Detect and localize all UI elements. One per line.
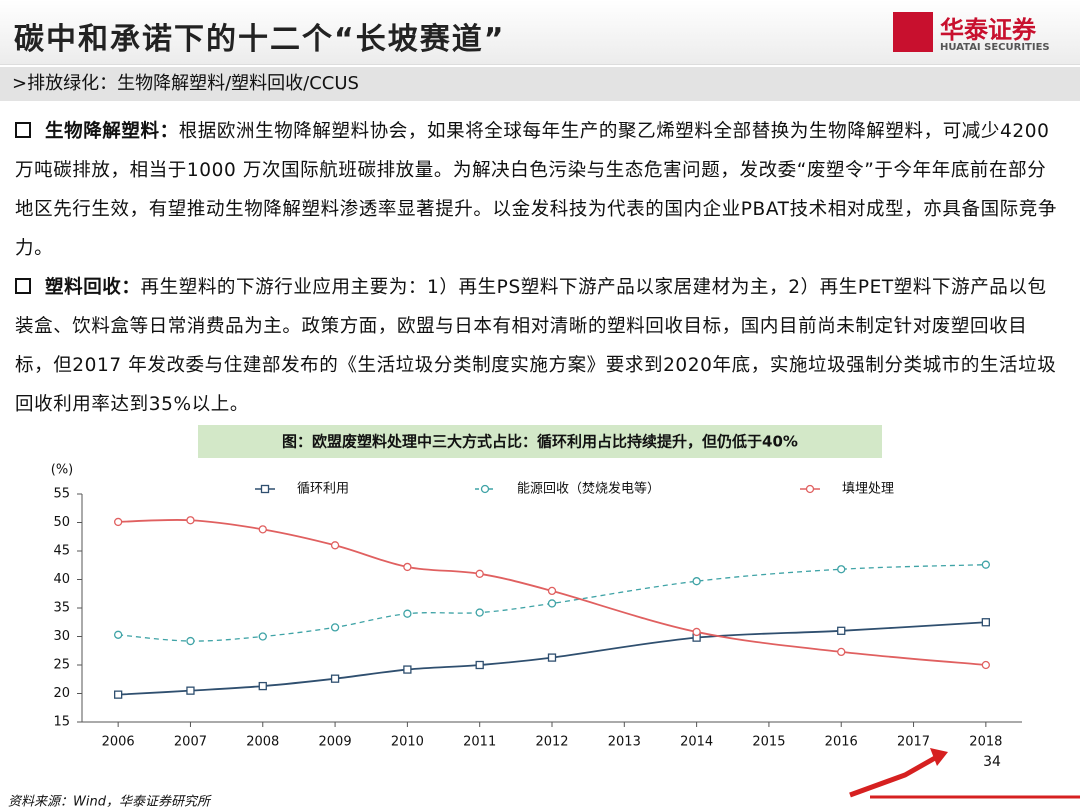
source: 资料来源：Wind，华泰证券研究所 [8,794,212,810]
y-tick-label: 25 [53,658,70,673]
marker [547,586,557,596]
bullet: 塑料回收：再生塑料的下游行业应用主要为：1）再生PS塑料下游产品以家居建材为主，… [15,268,1060,424]
x-tick-label: 2010 [391,735,424,750]
decor-arrow [849,755,937,798]
marker [403,665,412,674]
y-tick-label: 35 [53,601,70,616]
legend-marker [805,484,815,494]
marker [547,599,557,608]
bullet: 生物降解塑料：根据欧洲生物降解塑料协会，如果将全球每年生产的聚乙烯塑料全部替换为… [15,112,1060,268]
y-tick-label: 30 [53,629,70,644]
y-tick-label: 40 [53,572,70,587]
legend-marker [260,484,270,494]
x-tick-label: 2018 [969,735,1002,750]
marker [475,608,484,617]
y-tick-label: 45 [53,544,70,559]
marker [981,560,990,569]
logo-sub: HUATAI SECURITIES [940,42,1050,53]
marker [837,647,846,657]
marker [258,681,267,691]
marker [186,686,195,695]
marker [403,609,412,618]
y-tick-label: 20 [53,686,70,701]
marker [186,516,195,525]
chart-title: 图：欧盟废塑料处理中三大方式占比：循环利用占比持续提升，但仍低于40% [282,433,798,451]
marker [692,577,701,586]
x-tick-label: 2011 [463,735,496,750]
legend-label: 循环利用 [297,482,349,497]
title: 碳中和承诺下的十二个“长坡赛道” [14,22,506,57]
x-tick-label: 2007 [174,735,207,750]
x-tick-label: 2015 [752,735,785,750]
y-tick-label: 50 [53,515,70,530]
x-tick-label: 2009 [319,735,352,750]
bullet-text: 再生塑料的下游行业应用主要为：1）再生PS塑料下游产品以家居建材为主，2）再生P… [15,277,1057,415]
marker [837,565,846,574]
x-tick-label: 2017 [897,735,930,750]
chart-title-box [198,425,882,458]
logo: 华泰证券 [940,16,1036,44]
marker [475,569,484,578]
x-tick-label: 2014 [680,735,713,750]
marker [258,525,267,534]
legend-label: 填埋处理 [842,482,894,497]
logo-icon [893,12,933,52]
page-number: 34 [983,754,1001,770]
legend-marker [480,484,490,494]
marker [186,636,195,646]
marker [837,626,846,635]
y-axis-label: (%) [51,463,74,478]
decor-arrow-head [930,748,948,766]
bullet-text: 根据欧洲生物降解塑料协会，如果将全球每年生产的聚乙烯塑料全部替换为生物降解塑料，… [15,121,1057,259]
bullet-lead: 塑料回收： [45,277,141,298]
marker [330,674,340,683]
x-tick-label: 2006 [102,735,135,750]
x-tick-label: 2013 [608,735,641,750]
marker [981,660,990,670]
x-tick-label: 2016 [825,735,858,750]
marker [114,630,123,639]
x-tick-label: 2012 [535,735,568,750]
y-tick-label: 15 [53,715,70,730]
marker [403,562,412,572]
subtitle: >排放绿化：生物降解塑料/塑料回收/CCUS [0,67,1080,101]
y-tick-label: 55 [53,487,70,502]
header: 碳中和承诺下的十二个“长坡赛道” 华泰证券 HUATAI SECURITIES [0,0,1080,65]
marker [258,632,267,641]
marker [330,623,340,632]
marker [981,618,990,627]
marker [547,653,557,662]
marker [114,517,123,527]
bullet-lead: 生物降解塑料： [45,121,179,142]
x-tick-label: 2008 [246,735,279,750]
marker [692,627,701,637]
marker [114,690,123,699]
legend-label: 能源回收（焚烧发电等） [517,481,660,497]
marker [330,541,340,550]
marker [475,660,484,670]
